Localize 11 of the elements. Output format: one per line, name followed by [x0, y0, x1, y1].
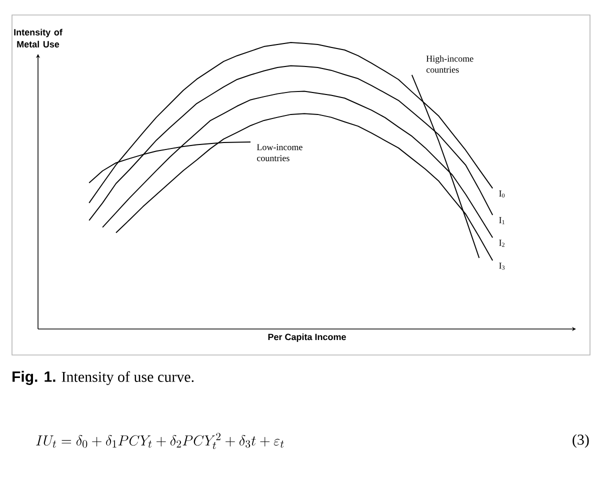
series-label: I$_{0}$ [499, 190, 505, 198]
series-label: I$_{1}$ [499, 217, 504, 224]
series-label: I$_{2}$ [499, 240, 504, 247]
text: $IU_t=\delta_0+\delta_1 PCY_t+\delta_2 PCY_t^2+\delta_3 t+\varepsilon_t$ [36, 432, 284, 450]
x-axis-title: Per Capita Income [268, 334, 346, 342]
series-label: Low-income countries [256, 144, 302, 162]
y-axis-title: Intensity of Metal Use [14, 28, 62, 48]
series-label: High-income countries [426, 55, 474, 73]
text: Fig. 1. Intensity of use curve. [12, 370, 194, 386]
series-label: I$_{3}$ [499, 262, 505, 270]
text: (3) [572, 434, 589, 448]
